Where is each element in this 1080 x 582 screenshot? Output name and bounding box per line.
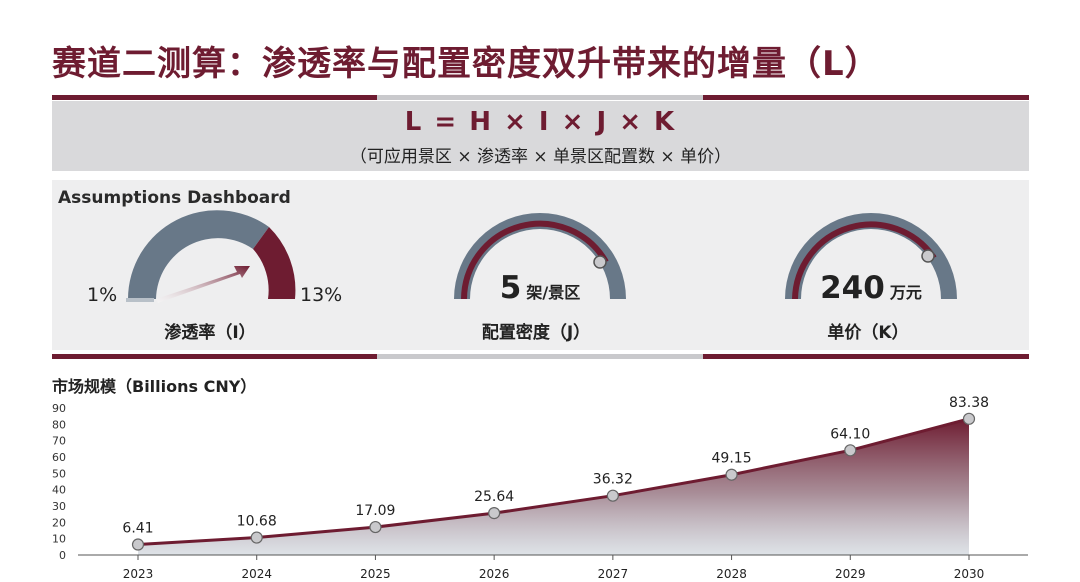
gauge2-unit: 架/景区 xyxy=(526,283,581,302)
data-label: 6.41 xyxy=(122,521,153,537)
gauge1-min-label: 1% xyxy=(87,284,118,306)
gauge3-knob xyxy=(921,249,935,263)
y-tick-label: 80 xyxy=(52,418,66,431)
gauge2-knob xyxy=(593,255,607,269)
gauge1-max-label: 13% xyxy=(300,284,343,306)
gauge2-inner-ring xyxy=(461,220,609,300)
data-label: 64.10 xyxy=(830,426,870,442)
y-tick-label: 20 xyxy=(52,516,66,529)
data-label: 10.68 xyxy=(237,514,277,530)
y-tick-label: 10 xyxy=(52,533,66,546)
data-point xyxy=(369,520,382,534)
y-tick-label: 50 xyxy=(52,467,66,480)
data-point xyxy=(131,538,145,551)
gauge1-needle xyxy=(156,266,250,303)
y-tick-label: 90 xyxy=(52,402,66,415)
data-label: 49.15 xyxy=(712,451,752,467)
gauge3-inner-ring xyxy=(792,221,937,300)
data-label: 25.64 xyxy=(474,489,514,505)
data-point xyxy=(488,507,501,520)
data-label: 83.38 xyxy=(949,395,989,411)
data-label: 17.09 xyxy=(355,503,395,519)
data-point xyxy=(844,444,857,457)
gauge3-value: 240 万元 xyxy=(820,270,922,306)
middle-divider xyxy=(52,354,1029,359)
dashboard-title: Assumptions Dashboard xyxy=(58,188,291,208)
gauge2-label: 配置密度（J） xyxy=(481,323,591,343)
gauge1-highlight xyxy=(253,227,296,299)
x-tick-label: 2030 xyxy=(954,567,985,581)
chart-title: 市场规模（Billions CNY） xyxy=(52,377,257,396)
gauge2-value: 5 架/景区 xyxy=(500,270,581,306)
y-tick-label: 30 xyxy=(52,500,66,513)
formula-main: L = H × I × J × K xyxy=(404,107,677,137)
gauge2-number: 5 xyxy=(499,270,522,306)
formula-subtitle: （可应用景区 × 渗透率 × 单景区配置数 × 单价） xyxy=(349,147,732,167)
data-point xyxy=(606,489,619,502)
penetration-gauge xyxy=(126,210,296,303)
gauge3-unit: 万元 xyxy=(889,283,922,302)
formula-panel: L = H × I × J × K （可应用景区 × 渗透率 × 单景区配置数 … xyxy=(52,101,1029,171)
data-label: 36.32 xyxy=(593,472,633,488)
data-point xyxy=(725,468,738,481)
gauge1-start-tick xyxy=(126,298,154,302)
page-title: 赛道二测算：渗透率与配置密度双升带来的增量（L） xyxy=(52,44,880,84)
y-tick-label: 0 xyxy=(59,549,66,562)
x-tick-label: 2028 xyxy=(716,567,747,581)
x-tick-label: 2026 xyxy=(479,567,510,581)
y-tick-label: 40 xyxy=(52,484,66,497)
data-point xyxy=(250,531,263,544)
x-tick-label: 2025 xyxy=(360,567,391,581)
gauge3-number: 240 xyxy=(820,270,885,306)
x-tick-label: 2024 xyxy=(241,567,272,581)
assumptions-dashboard: Assumptions Dashboard xyxy=(52,180,1029,350)
y-tick-label: 70 xyxy=(52,435,66,448)
top-divider xyxy=(52,95,1029,100)
x-tick-label: 2023 xyxy=(123,567,154,581)
price-gauge xyxy=(785,213,957,300)
density-gauge xyxy=(454,213,626,300)
area-fill xyxy=(138,418,969,555)
series-line xyxy=(137,417,970,547)
x-tick-label: 2027 xyxy=(598,567,629,581)
data-point xyxy=(962,412,976,425)
gauge3-label: 单价（K） xyxy=(827,323,909,343)
x-tick-label: 2029 xyxy=(835,567,866,581)
gauge1-track xyxy=(128,210,269,299)
gauges-svg xyxy=(126,210,957,303)
gauge1-label: 渗透率（I） xyxy=(164,323,256,343)
y-tick-label: 60 xyxy=(52,451,66,464)
